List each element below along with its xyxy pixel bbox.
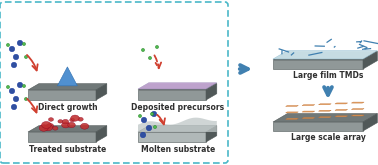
Ellipse shape bbox=[58, 120, 63, 123]
Ellipse shape bbox=[6, 43, 9, 47]
Polygon shape bbox=[335, 109, 348, 110]
Ellipse shape bbox=[71, 115, 79, 121]
Ellipse shape bbox=[42, 121, 51, 128]
Polygon shape bbox=[302, 111, 315, 112]
Polygon shape bbox=[273, 122, 363, 131]
Ellipse shape bbox=[11, 104, 17, 110]
Ellipse shape bbox=[150, 112, 153, 116]
FancyBboxPatch shape bbox=[0, 2, 228, 163]
Ellipse shape bbox=[62, 119, 69, 124]
Polygon shape bbox=[363, 114, 377, 131]
Polygon shape bbox=[273, 60, 363, 69]
Ellipse shape bbox=[25, 55, 28, 59]
Ellipse shape bbox=[138, 114, 142, 118]
Polygon shape bbox=[96, 126, 107, 142]
Polygon shape bbox=[319, 110, 331, 111]
Text: Large scale array: Large scale array bbox=[291, 133, 366, 143]
Polygon shape bbox=[273, 51, 377, 59]
Polygon shape bbox=[28, 90, 96, 100]
Ellipse shape bbox=[70, 118, 75, 122]
Ellipse shape bbox=[9, 88, 15, 94]
Polygon shape bbox=[352, 102, 364, 103]
Polygon shape bbox=[286, 112, 298, 113]
Polygon shape bbox=[286, 118, 298, 119]
Polygon shape bbox=[273, 52, 377, 60]
Ellipse shape bbox=[47, 123, 54, 128]
Polygon shape bbox=[138, 84, 217, 90]
Ellipse shape bbox=[11, 62, 17, 68]
Polygon shape bbox=[138, 83, 217, 89]
Ellipse shape bbox=[140, 132, 146, 138]
Ellipse shape bbox=[17, 82, 23, 88]
Polygon shape bbox=[286, 105, 298, 106]
Polygon shape bbox=[138, 118, 217, 132]
Ellipse shape bbox=[25, 97, 28, 101]
Polygon shape bbox=[28, 84, 107, 90]
Polygon shape bbox=[138, 126, 217, 132]
Ellipse shape bbox=[44, 124, 53, 131]
Ellipse shape bbox=[22, 84, 26, 88]
Polygon shape bbox=[363, 52, 377, 69]
Polygon shape bbox=[57, 67, 77, 86]
Ellipse shape bbox=[13, 54, 19, 60]
Ellipse shape bbox=[9, 46, 15, 52]
Polygon shape bbox=[273, 114, 377, 122]
Polygon shape bbox=[206, 84, 217, 100]
Ellipse shape bbox=[153, 125, 156, 129]
Ellipse shape bbox=[78, 117, 83, 121]
Ellipse shape bbox=[53, 126, 58, 130]
Polygon shape bbox=[206, 126, 217, 142]
Polygon shape bbox=[319, 117, 331, 118]
Polygon shape bbox=[335, 116, 348, 117]
Ellipse shape bbox=[62, 122, 70, 128]
Polygon shape bbox=[302, 105, 315, 106]
Ellipse shape bbox=[48, 118, 54, 121]
Polygon shape bbox=[138, 132, 206, 142]
Polygon shape bbox=[138, 90, 206, 100]
Text: Deposited precursors: Deposited precursors bbox=[132, 103, 225, 113]
Ellipse shape bbox=[68, 122, 75, 128]
Polygon shape bbox=[352, 115, 364, 116]
Polygon shape bbox=[302, 117, 315, 118]
Polygon shape bbox=[352, 109, 364, 110]
Polygon shape bbox=[96, 84, 107, 100]
Polygon shape bbox=[335, 103, 348, 104]
Ellipse shape bbox=[39, 125, 48, 131]
Ellipse shape bbox=[13, 96, 19, 102]
Polygon shape bbox=[28, 132, 96, 142]
Ellipse shape bbox=[17, 40, 23, 46]
Polygon shape bbox=[28, 126, 107, 132]
Text: Direct growth: Direct growth bbox=[38, 103, 98, 113]
Text: Molten substrate: Molten substrate bbox=[141, 146, 215, 154]
Ellipse shape bbox=[146, 125, 152, 131]
Ellipse shape bbox=[149, 56, 152, 60]
Ellipse shape bbox=[22, 42, 26, 46]
Ellipse shape bbox=[6, 85, 9, 89]
Ellipse shape bbox=[81, 123, 89, 129]
Text: Treated substrate: Treated substrate bbox=[29, 146, 107, 154]
Ellipse shape bbox=[141, 48, 145, 52]
Ellipse shape bbox=[141, 117, 147, 123]
Text: Large film TMDs: Large film TMDs bbox=[293, 71, 363, 81]
Ellipse shape bbox=[151, 111, 157, 117]
Ellipse shape bbox=[155, 45, 159, 49]
Polygon shape bbox=[319, 104, 331, 105]
